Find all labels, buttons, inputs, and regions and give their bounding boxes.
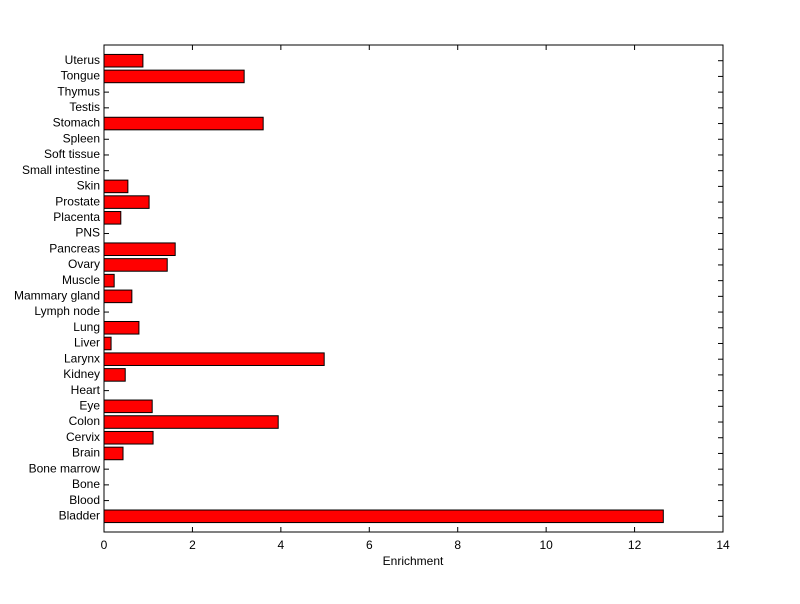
bar — [103, 336, 112, 351]
x-tick-label: 4 — [278, 538, 285, 552]
y-tick-label: Ovary — [68, 257, 100, 271]
bar — [103, 116, 264, 131]
y-tick-label: Thymus — [57, 84, 100, 98]
y-tick-label: Muscle — [62, 273, 100, 287]
y-tick-label: Placenta — [53, 210, 100, 224]
y-tick-label: Larynx — [64, 351, 100, 365]
y-tick-label: Lymph node — [34, 304, 100, 318]
bar — [103, 242, 176, 257]
y-tick-label: Brain — [72, 446, 100, 460]
y-tick-label: Small intestine — [22, 163, 100, 177]
bar — [103, 368, 126, 382]
x-axis-label: Enrichment — [383, 554, 444, 568]
bar — [103, 273, 115, 288]
y-tick-label: Lung — [73, 320, 100, 334]
y-tick-label: Bladder — [59, 508, 100, 522]
y-tick-label: Bone — [72, 477, 100, 491]
y-tick-label: Spleen — [63, 131, 100, 145]
x-tick-label: 2 — [189, 538, 196, 552]
plot-frame — [103, 44, 724, 533]
x-tick-label: 0 — [101, 538, 108, 552]
bar — [103, 179, 129, 194]
y-tick-label: Cervix — [66, 430, 100, 444]
y-tick-label: Testis — [69, 100, 100, 114]
y-tick-label: Soft tissue — [44, 147, 100, 161]
y-tick-label: Tongue — [61, 69, 101, 83]
bar — [103, 211, 122, 225]
bar — [103, 430, 154, 445]
y-tick-label: Blood — [69, 493, 100, 507]
bar — [103, 415, 279, 429]
bar — [103, 320, 140, 335]
y-tick-label: Kidney — [63, 367, 100, 381]
bar — [103, 509, 664, 524]
y-tick-label: Stomach — [53, 116, 100, 130]
y-tick-label: Bone marrow — [29, 461, 101, 475]
bar — [103, 399, 153, 414]
y-tick-label: Mammary gland — [14, 289, 100, 303]
y-tick-label: Uterus — [65, 53, 100, 67]
bar — [103, 258, 168, 272]
y-tick-label: Eye — [79, 398, 100, 412]
x-tick-label: 6 — [366, 538, 373, 552]
bar — [103, 446, 124, 461]
x-tick-label: 12 — [628, 538, 642, 552]
y-tick-label: Liver — [74, 336, 100, 350]
y-tick-label: Skin — [77, 179, 100, 193]
y-tick-label: PNS — [75, 226, 100, 240]
bar — [103, 352, 325, 366]
x-tick-label: 8 — [454, 538, 461, 552]
x-tick-label: 14 — [716, 538, 730, 552]
bar — [103, 53, 144, 68]
bar — [103, 69, 245, 84]
x-tick-label: 10 — [539, 538, 553, 552]
y-tick-label: Prostate — [55, 194, 100, 208]
y-tick-label: Heart — [71, 383, 101, 397]
y-tick-label: Colon — [69, 414, 100, 428]
bar — [103, 289, 133, 304]
y-tick-label: Pancreas — [49, 241, 100, 255]
bar — [103, 195, 150, 209]
